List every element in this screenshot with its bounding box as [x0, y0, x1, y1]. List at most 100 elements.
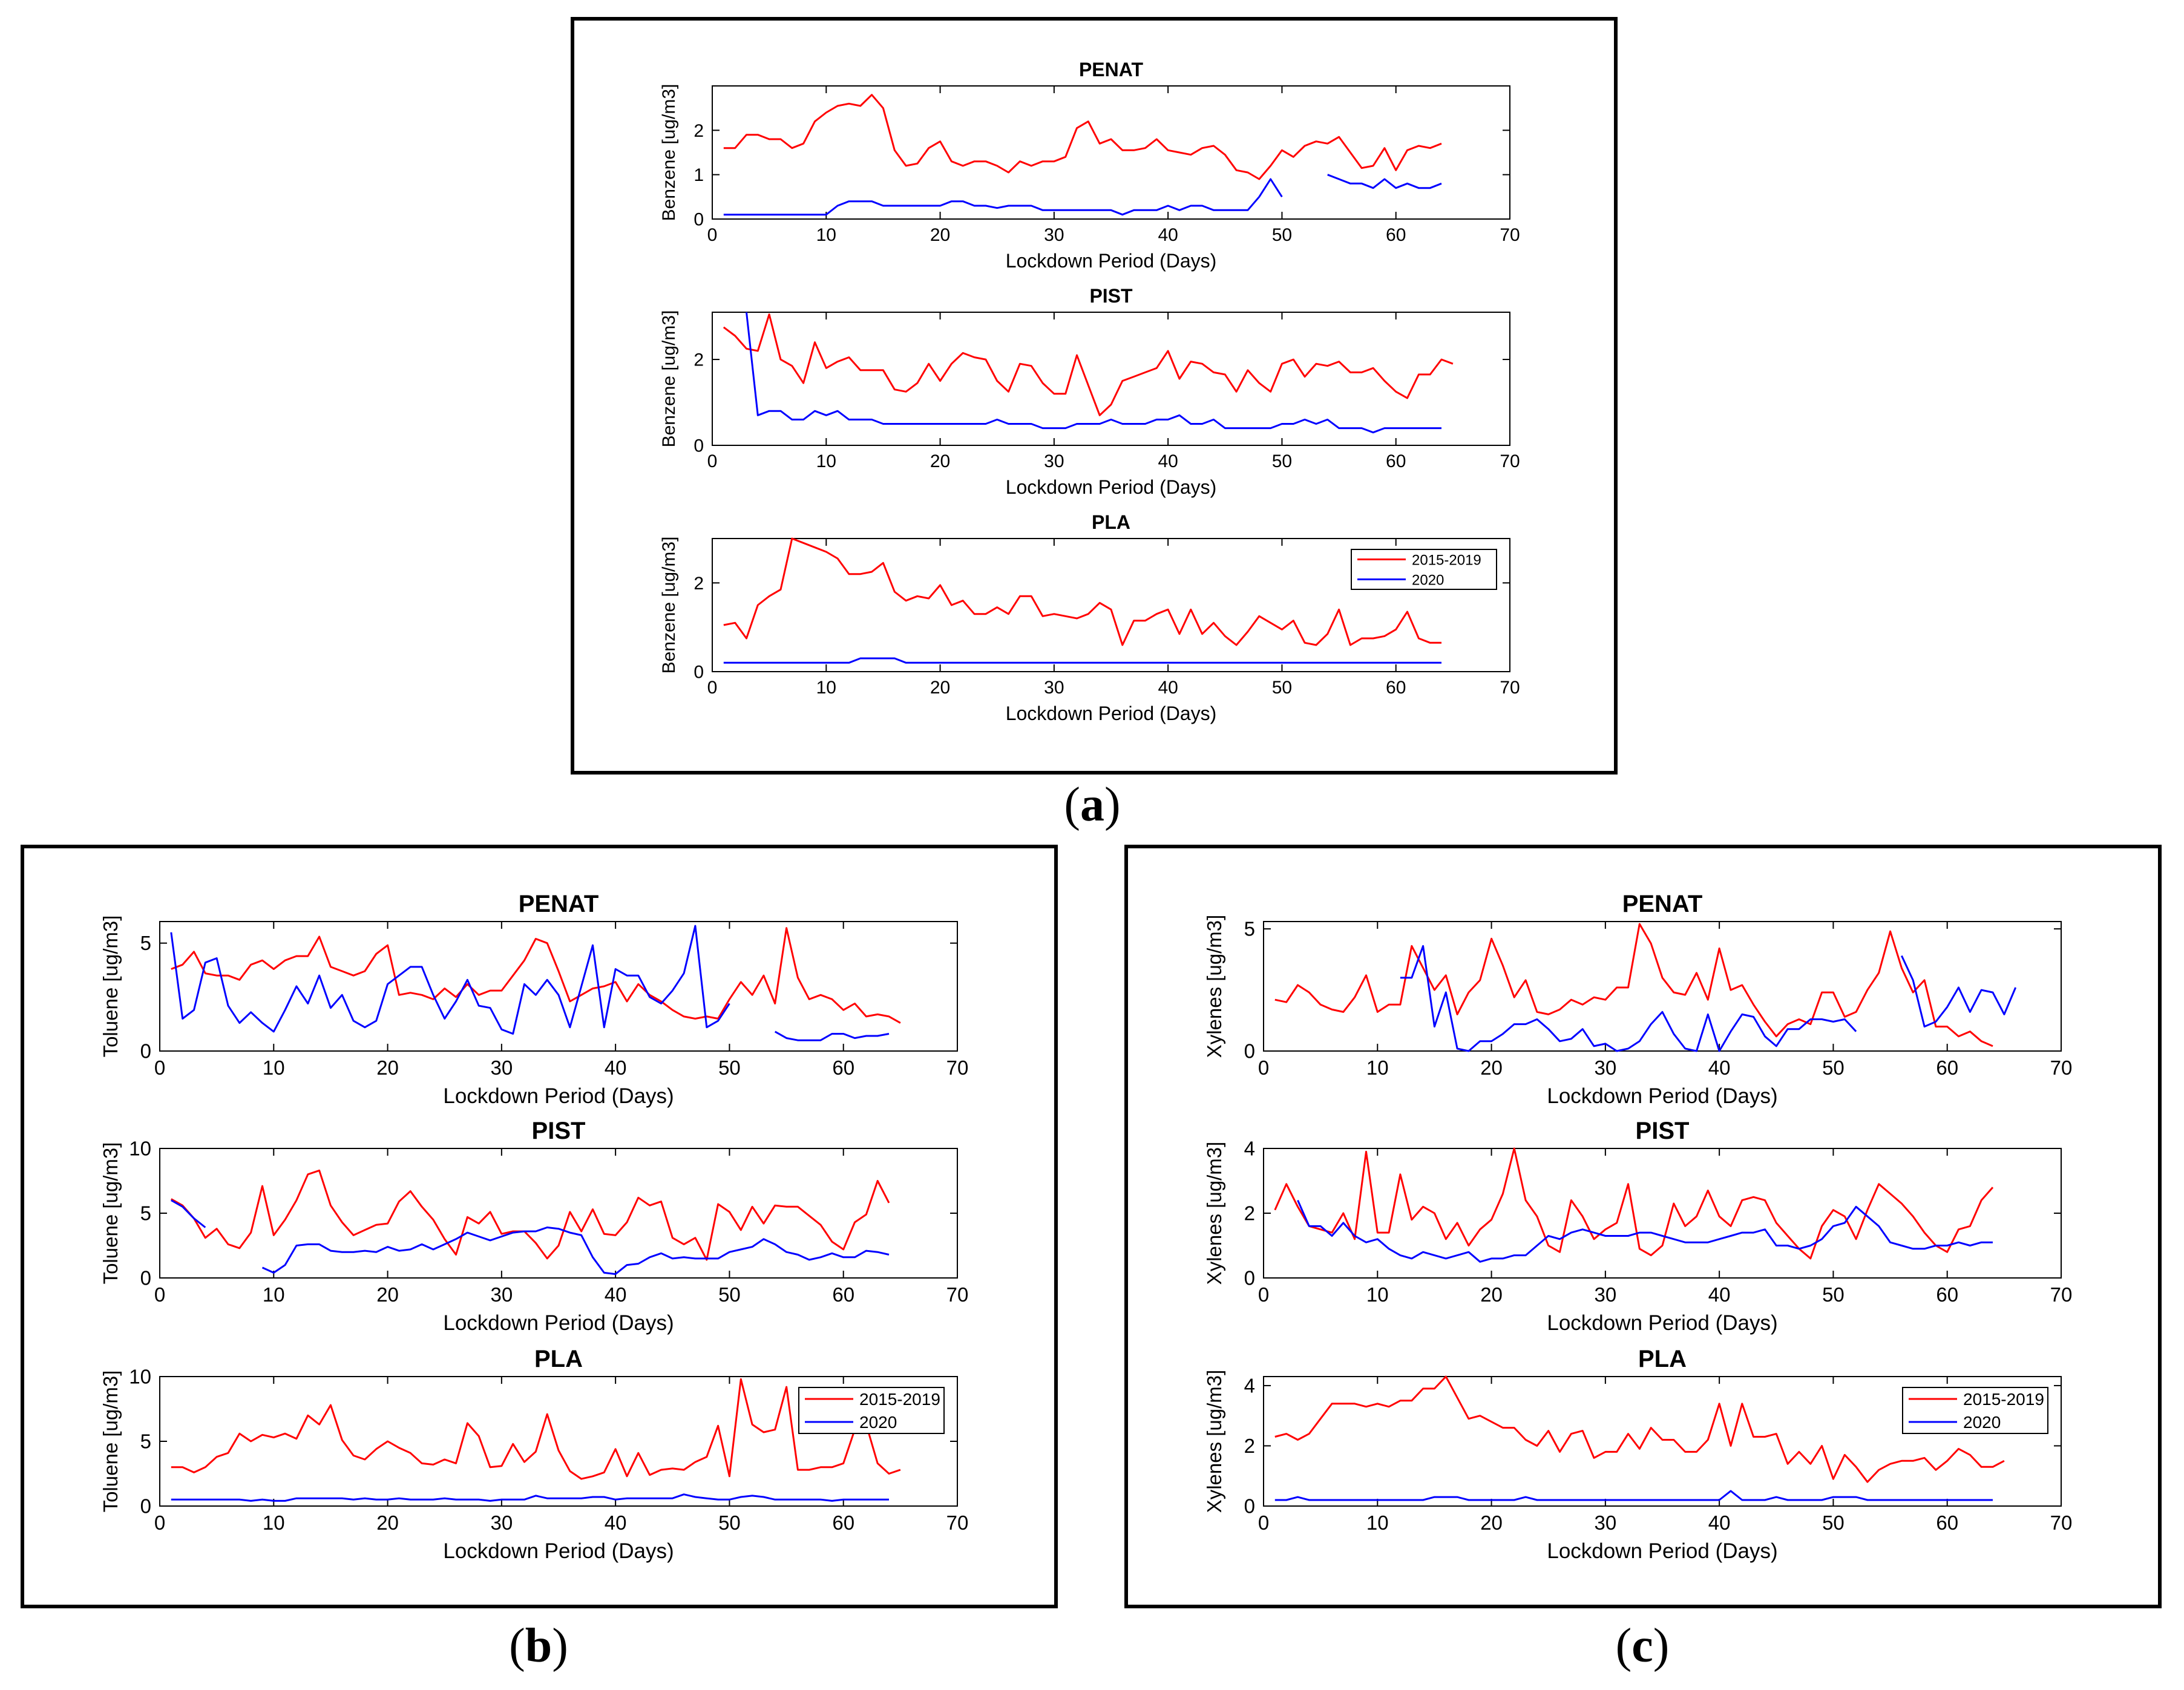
panel-b-label: (b) — [509, 1619, 568, 1672]
x-tick-label: 70 — [946, 1512, 969, 1534]
chart-b-pla: 0 10 20 30 40 50 60 70 0 5 10 PLA Lockdown Period (D… — [99, 1346, 968, 1563]
chart-c-penat: 0 10 20 30 40 50 60 70 0 5 PENAT Lockdown Period (D… — [1203, 891, 2072, 1108]
y-tick-label: 2 — [1244, 1202, 1255, 1225]
x-tick-label: 40 — [1158, 678, 1178, 698]
plot-area — [1263, 1148, 2062, 1279]
x-tick-label: 40 — [1708, 1056, 1731, 1079]
y-tick-label: 0 — [1244, 1267, 1255, 1289]
series-line-2020 — [171, 1199, 206, 1228]
series-line-2015-2019 — [723, 537, 1441, 646]
y-tick-label: 4 — [1244, 1138, 1255, 1160]
series-line-2015-2019 — [723, 313, 1454, 416]
x-tick-label: 0 — [1258, 1056, 1269, 1079]
x-tick-label: 30 — [490, 1512, 513, 1534]
series-line-2020 — [1297, 1199, 1993, 1263]
plot-area — [712, 85, 1510, 220]
plot-area — [712, 312, 1510, 446]
legend-entry: 2015-2019 — [1412, 552, 1481, 569]
x-tick-label: 30 — [1044, 451, 1064, 471]
y-tick-label: 2 — [694, 121, 704, 141]
chart-a-penat: 0 10 20 30 40 50 60 70 0 1 2 PENAT Lockdown Period (… — [659, 59, 1520, 272]
y-tick-label: 10 — [129, 1138, 151, 1160]
x-tick-label: 50 — [1822, 1056, 1845, 1079]
x-tick-label: 10 — [1366, 1283, 1389, 1306]
chart-title: PIST — [532, 1118, 586, 1144]
y-tick-label: 5 — [140, 1430, 151, 1453]
x-tick-label: 10 — [263, 1056, 285, 1079]
x-tick-label: 40 — [1708, 1512, 1731, 1534]
x-tick-label: 20 — [376, 1512, 399, 1534]
chart-title: PENAT — [1622, 891, 1703, 917]
panel-c-label: (c) — [1615, 1619, 1670, 1672]
x-tick-label: 0 — [154, 1512, 165, 1534]
y-tick-label: 0 — [1244, 1040, 1255, 1063]
series-line-2015-2019 — [171, 1169, 890, 1261]
x-tick-label: 30 — [1594, 1283, 1616, 1306]
y-tick-label: 2 — [1244, 1435, 1255, 1457]
x-tick-label: 70 — [1500, 225, 1520, 245]
x-tick-label: 50 — [1272, 225, 1292, 245]
y-axis-label: Benzene [ug/m3] — [659, 537, 679, 674]
y-axis-label: Xylenes [ug/m3] — [1203, 915, 1225, 1058]
x-tick-label: 10 — [816, 678, 836, 698]
x-tick-label: 60 — [1386, 678, 1406, 698]
series-line-2020 — [261, 1227, 890, 1276]
legend-box — [1902, 1387, 2048, 1434]
chart-c-pla: 0 10 20 30 40 50 60 70 0 2 4 PLA Lockdown Period (Da… — [1203, 1346, 2072, 1563]
x-tick-label: 70 — [1500, 451, 1520, 471]
y-tick-label: 2 — [694, 574, 704, 594]
legend-entry: 2020 — [859, 1413, 897, 1432]
x-tick-label: 70 — [2050, 1512, 2073, 1534]
y-axis-label: Xylenes [ug/m3] — [1203, 1142, 1225, 1285]
x-tick-label: 60 — [832, 1056, 854, 1079]
x-tick-label: 20 — [376, 1283, 399, 1306]
x-tick-label: 60 — [1936, 1512, 1958, 1534]
y-axis-label: Toluene [ug/m3] — [99, 1142, 122, 1285]
y-tick-label: 5 — [140, 932, 151, 954]
x-axis-label: Lockdown Period (Days) — [1006, 703, 1217, 724]
x-axis-label: Lockdown Period (Days) — [443, 1539, 674, 1563]
y-tick-label: 1 — [694, 165, 704, 185]
series-line-2020 — [1901, 955, 2017, 1028]
x-tick-label: 50 — [718, 1512, 741, 1534]
chart-title: PIST — [1089, 285, 1133, 307]
x-tick-label: 40 — [605, 1056, 627, 1079]
x-tick-label: 40 — [605, 1283, 627, 1306]
x-tick-label: 20 — [1480, 1512, 1503, 1534]
series-line-2020 — [170, 925, 730, 1035]
legend-entry: 2020 — [1412, 572, 1444, 589]
x-tick-label: 0 — [707, 225, 718, 245]
plot-area — [159, 1148, 958, 1279]
x-tick-label: 50 — [1822, 1283, 1845, 1306]
x-tick-label: 0 — [154, 1283, 165, 1306]
series-line-2020 — [171, 1493, 889, 1502]
series-line-2015-2019 — [1274, 1375, 2005, 1483]
x-tick-label: 30 — [490, 1056, 513, 1079]
series-line-2020 — [746, 312, 1441, 434]
x-tick-label: 60 — [1936, 1283, 1958, 1306]
chart-title: PIST — [1636, 1118, 1690, 1144]
y-tick-label: 0 — [140, 1267, 151, 1289]
chart-title: PLA — [534, 1346, 583, 1372]
legend: 2015-2019 2020 — [1902, 1387, 2048, 1434]
y-tick-label: 10 — [129, 1366, 151, 1388]
x-tick-label: 20 — [930, 225, 950, 245]
x-tick-label: 10 — [816, 451, 836, 471]
x-tick-label: 0 — [1258, 1283, 1269, 1306]
y-tick-label: 5 — [140, 1202, 151, 1225]
series-line-2015-2019 — [1274, 1147, 1994, 1260]
x-axis-label: Lockdown Period (Days) — [1547, 1539, 1777, 1563]
x-axis-label: Lockdown Period (Days) — [1006, 476, 1217, 498]
x-tick-label: 30 — [1594, 1512, 1616, 1534]
x-tick-label: 40 — [1158, 451, 1178, 471]
x-axis-label: Lockdown Period (Days) — [1547, 1084, 1777, 1108]
series-line-2020 — [723, 178, 1283, 216]
chart-a-pla: 0 10 20 30 40 50 60 70 0 2 PLA Lockdown Period (Day… — [659, 511, 1520, 724]
x-tick-label: 0 — [707, 451, 718, 471]
series-line-2020 — [774, 1030, 890, 1041]
y-axis-label: Benzene [ug/m3] — [659, 310, 679, 448]
series-line-2015-2019 — [1274, 923, 1993, 1047]
series-line-2015-2019 — [723, 94, 1442, 180]
legend: 2015-2019 2020 — [798, 1387, 945, 1434]
